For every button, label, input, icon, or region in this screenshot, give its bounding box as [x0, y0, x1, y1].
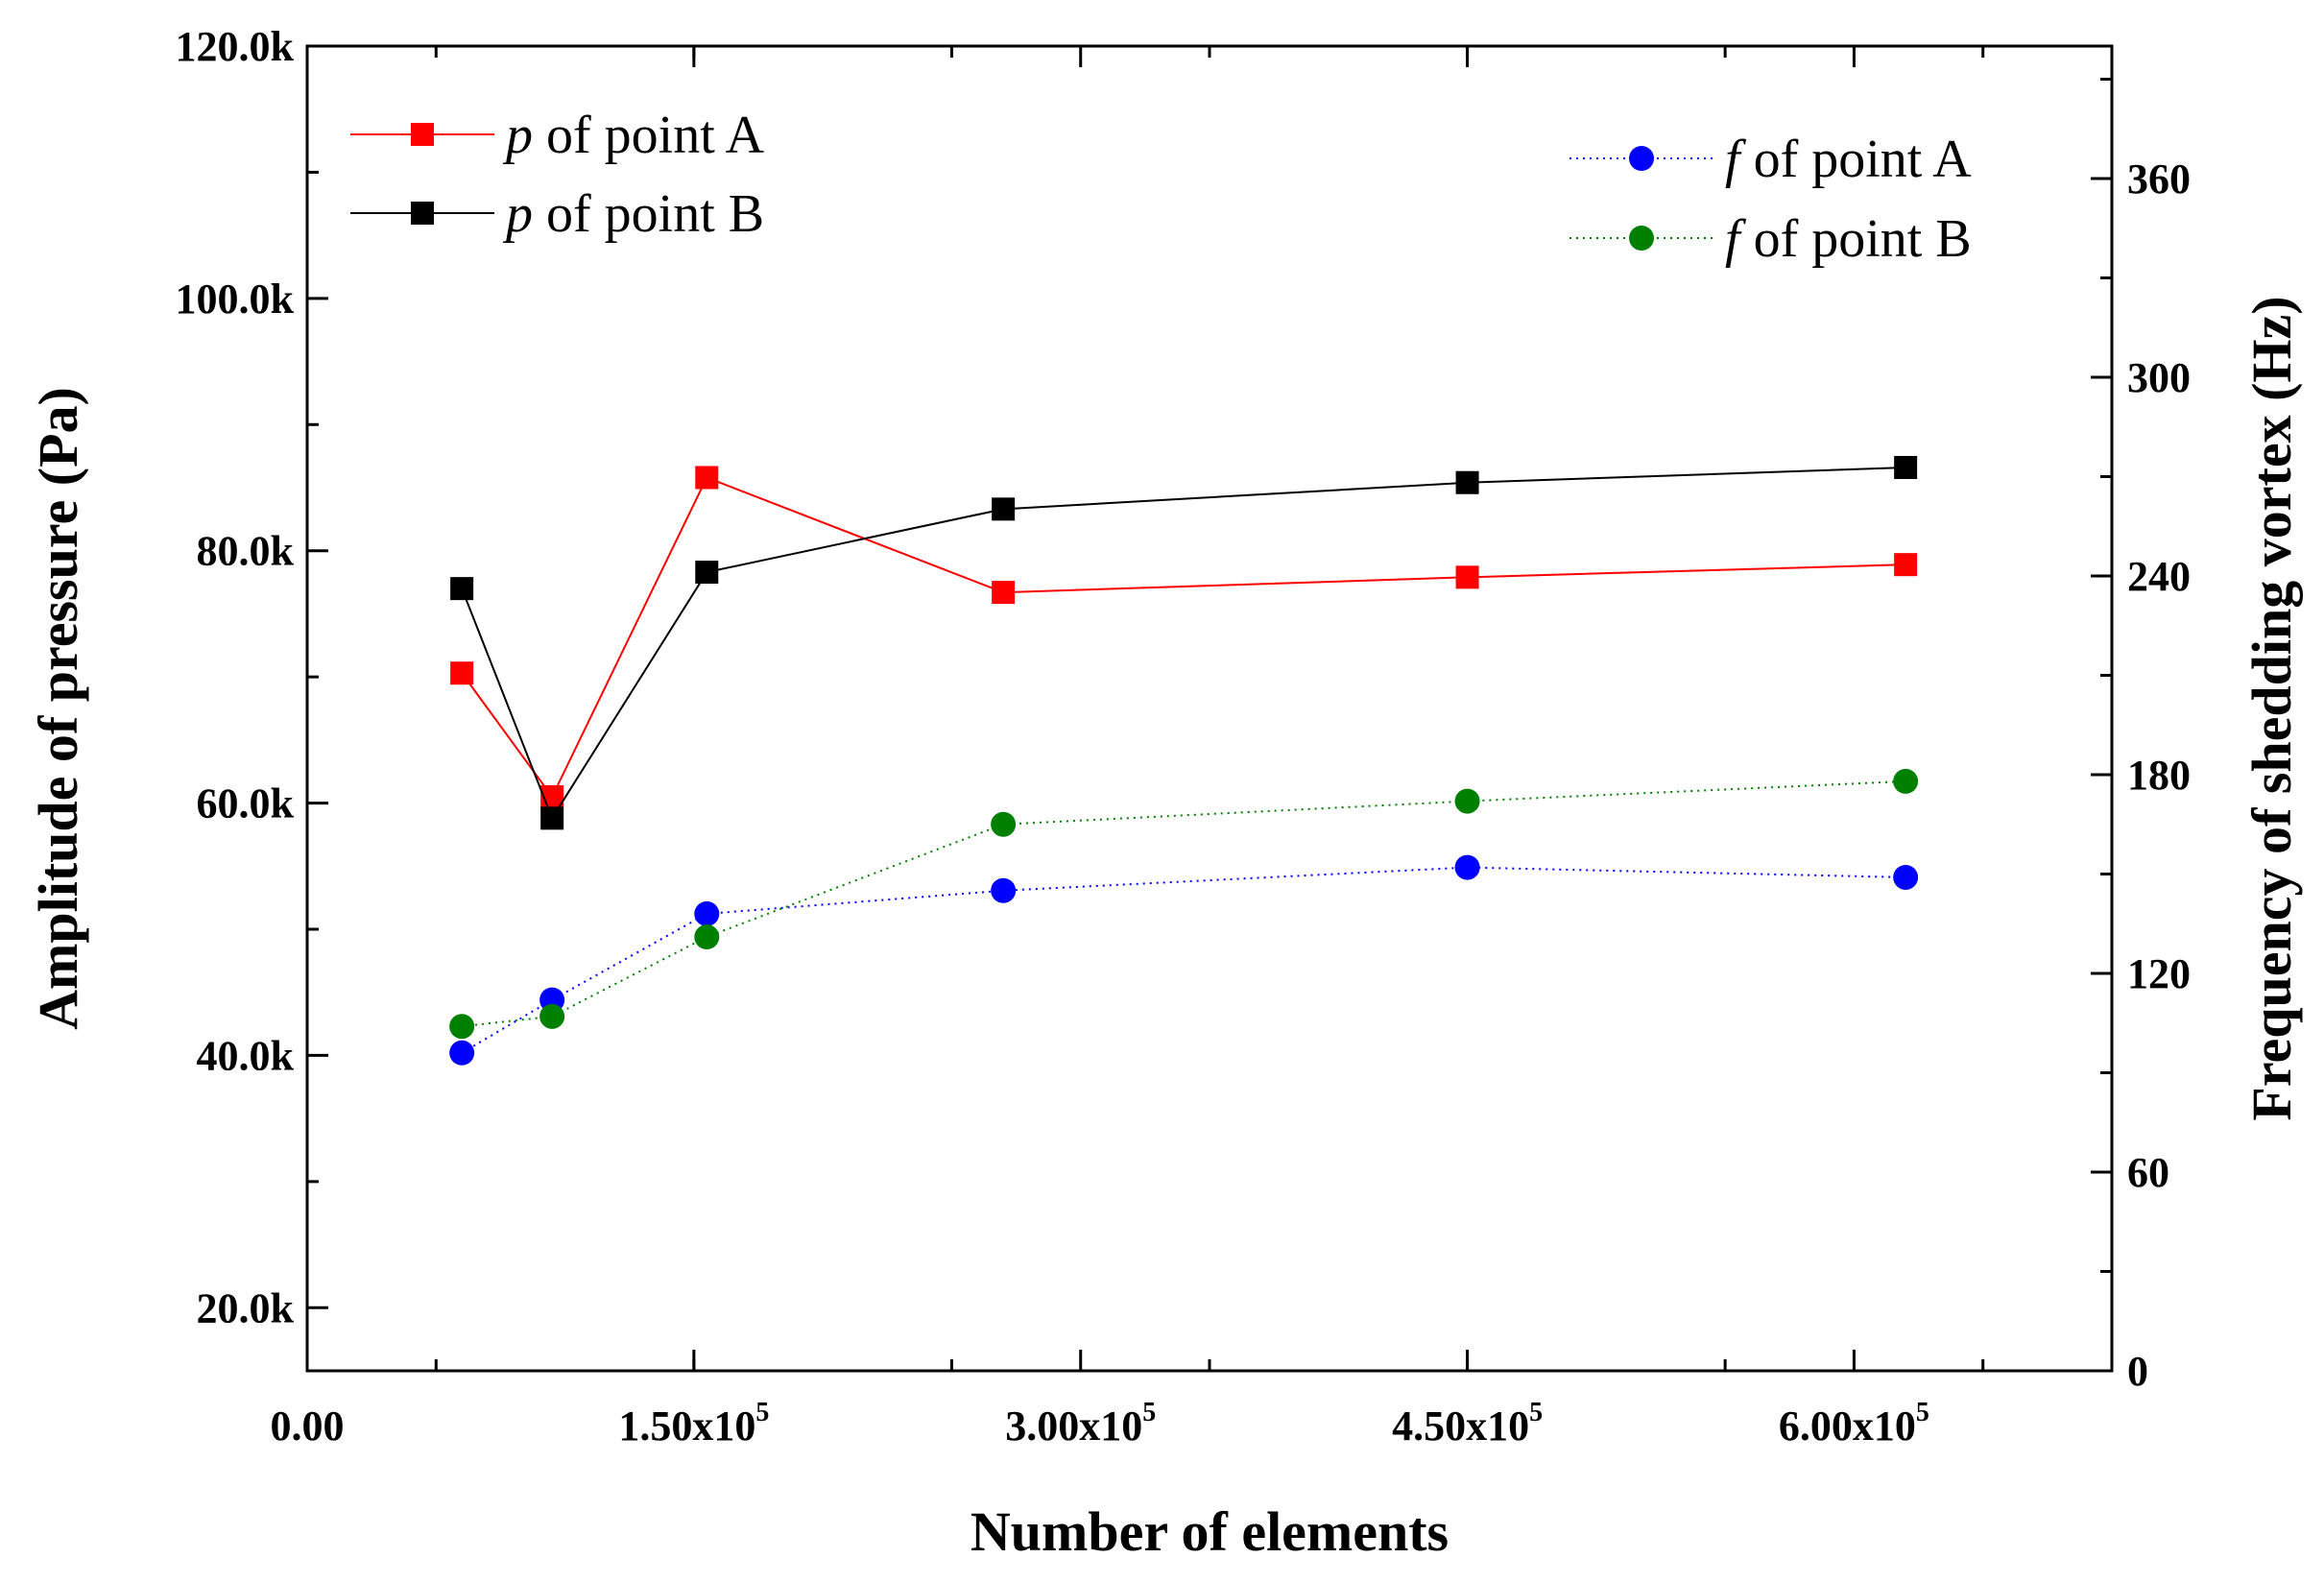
legend-text: of point B — [1740, 209, 1972, 269]
legend-square-marker — [411, 202, 434, 225]
legend-symbol: p — [502, 106, 533, 165]
x-tick-label-exponent: 5 — [755, 1398, 769, 1427]
series-line-1 — [461, 476, 1906, 799]
x-tick-label: 1.50x105 — [618, 1398, 769, 1450]
data-point-square — [540, 806, 564, 830]
y-left-tick-label: 40.0k — [197, 1032, 295, 1079]
data-point-circle — [694, 924, 720, 950]
legend-label: p of point B — [502, 184, 764, 244]
data-point-square — [992, 497, 1016, 521]
y-left-tick-label: 120.0k — [176, 23, 295, 70]
series-line-4 — [462, 779, 1906, 1028]
data-point-square — [1894, 455, 1918, 479]
y-left-tick-label: 80.0k — [197, 528, 295, 575]
series — [449, 455, 1919, 1066]
y-right-tick-label: 360 — [2127, 156, 2191, 203]
data-point-circle — [449, 1040, 475, 1066]
legend-label: p of point A — [502, 106, 765, 165]
data-point-square — [450, 661, 474, 685]
legend-text: of point A — [1740, 130, 1973, 189]
x-tick-label: 6.00x105 — [1779, 1398, 1929, 1450]
legend-label: f of point A — [1725, 130, 1972, 189]
data-point-square — [1455, 470, 1479, 494]
y-right-tick-label: 180 — [2127, 752, 2191, 799]
y-axis-left-title: Amplitude of pressure (Pa) — [27, 387, 89, 1030]
x-tick-label-mantissa: 3.00x10 — [1005, 1402, 1142, 1450]
data-point-circle — [449, 1014, 475, 1040]
series-line-3 — [461, 866, 1906, 1054]
y-right-tick-label: 60 — [2127, 1149, 2169, 1196]
data-point-square — [450, 577, 474, 601]
y-right-tick-label: 300 — [2127, 354, 2191, 401]
x-tick-label-mantissa: 6.00x10 — [1779, 1402, 1916, 1450]
data-point-circle — [694, 900, 720, 926]
data-point-circle — [1893, 768, 1919, 794]
x-tick-label: 3.00x105 — [1005, 1398, 1156, 1450]
x-tick-label-mantissa: 0.00 — [271, 1402, 345, 1450]
data-point-square — [1894, 553, 1918, 577]
legend-circle-marker — [1629, 226, 1654, 251]
y-left-tick-label: 60.0k — [197, 780, 295, 827]
y-right-tick-label: 0 — [2127, 1348, 2148, 1395]
data-point-square — [695, 561, 719, 585]
legend: p of point Ap of point Bf of point Af of… — [350, 106, 1972, 269]
y-right-tick-label: 240 — [2127, 553, 2191, 600]
data-point-circle — [991, 811, 1017, 837]
x-tick-label-exponent: 5 — [1916, 1398, 1929, 1427]
data-point-square — [1455, 565, 1479, 589]
series-line-2 — [461, 466, 1906, 821]
data-point-circle — [991, 877, 1017, 903]
y-right-tick-label: 120 — [2127, 950, 2191, 997]
y-left-tick-label: 20.0k — [197, 1284, 295, 1331]
x-axis-title: Number of elements — [970, 1500, 1449, 1563]
x-tick-label-mantissa: 4.50x10 — [1392, 1402, 1529, 1450]
x-tick-label-exponent: 5 — [1529, 1398, 1543, 1427]
legend-text: of point A — [533, 106, 765, 165]
x-tick-label-exponent: 5 — [1142, 1398, 1156, 1427]
x-tick-label: 0.00 — [271, 1402, 345, 1450]
data-point-square — [992, 581, 1016, 605]
data-point-circle — [539, 1003, 565, 1029]
ticks: 0.00 1.50x105 3.00x105 4.50x105 6.00x10520.0… — [176, 23, 2191, 1450]
legend-label: f of point B — [1725, 209, 1972, 269]
y-axis-right-title: Frequency of shedding vortex (Hz) — [2240, 296, 2303, 1120]
data-point-circle — [1454, 788, 1480, 814]
data-point-circle — [1893, 864, 1919, 890]
legend-circle-marker — [1629, 146, 1654, 171]
y-left-tick-label: 100.0k — [176, 276, 295, 323]
x-tick-label-mantissa: 1.50x10 — [618, 1402, 755, 1450]
legend-square-marker — [411, 123, 434, 146]
legend-symbol: p — [502, 184, 533, 244]
data-point-circle — [1454, 854, 1480, 880]
legend-text: of point B — [533, 184, 764, 244]
x-tick-label: 4.50x105 — [1392, 1398, 1543, 1450]
data-point-square — [695, 466, 719, 490]
